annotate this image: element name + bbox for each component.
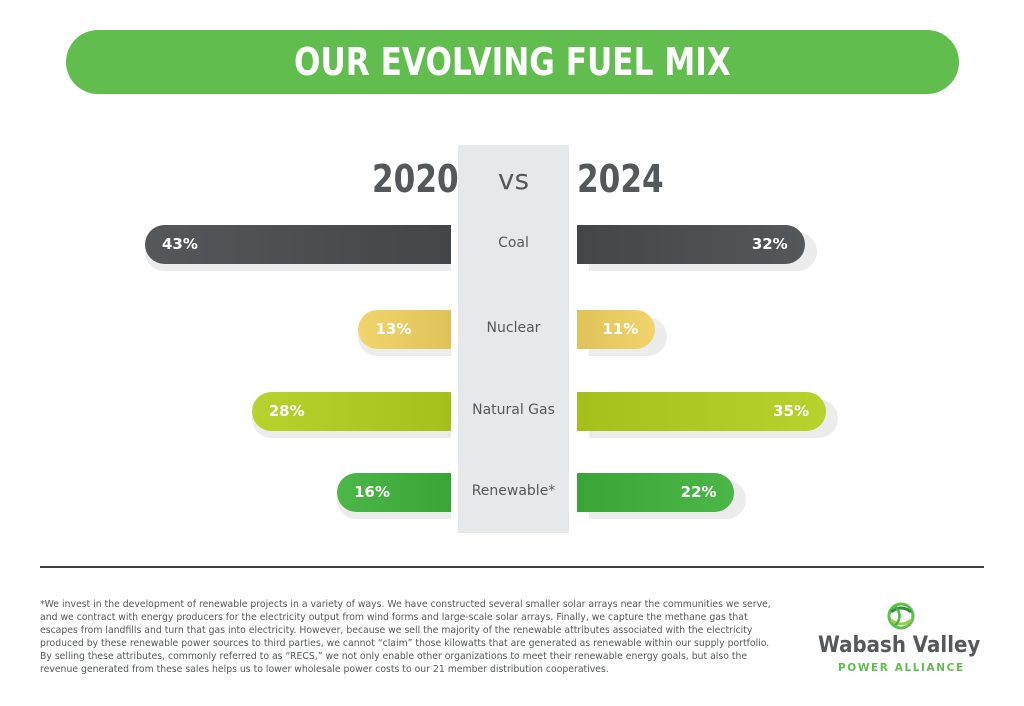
year-2024-label: 2024 (577, 157, 664, 201)
bar-value-label: 43% (162, 235, 198, 253)
logo-mark-icon (887, 602, 915, 630)
bar-2024-nuclear: 11% (577, 309, 656, 349)
bar-2020-renewable: 16% (337, 472, 451, 512)
category-label: Natural Gas (472, 402, 555, 418)
bar-value-label: 11% (602, 320, 639, 338)
bar-2020-natural-gas: 28% (251, 391, 451, 431)
wabash-valley-logo: Wabash Valley POWER ALLIANCE (818, 600, 988, 680)
logo-subtitle: POWER ALLIANCE (838, 662, 965, 674)
bar-2020-coal: 43% (145, 224, 451, 264)
bar-2024-renewable: 22% (577, 472, 734, 512)
divider (40, 566, 984, 568)
bar-2020-nuclear: 13% (358, 309, 451, 349)
bar-value-label: 32% (751, 235, 788, 253)
page-title: OUR EVOLVING FUEL MIX (294, 40, 731, 84)
bar-value-label: 13% (375, 320, 412, 338)
bar-value-label: 16% (354, 483, 391, 501)
vs-label: vs (497, 163, 530, 196)
category-label: Coal (498, 235, 529, 251)
bar-value-label: 35% (773, 402, 810, 420)
title-banner: OUR EVOLVING FUEL MIX (66, 30, 959, 94)
bar-value-label: 28% (268, 402, 305, 420)
bar-2024-coal: 32% (577, 224, 805, 264)
bar-2024-natural-gas: 35% (577, 391, 827, 431)
logo-name: Wabash Valley (818, 633, 981, 658)
category-label: Renewable* (471, 483, 556, 499)
year-2020-label: 2020 (372, 157, 459, 201)
center-column (458, 145, 569, 533)
footnote: *We invest in the development of renewab… (40, 599, 771, 675)
bar-value-label: 22% (680, 483, 717, 501)
category-label: Nuclear (486, 320, 541, 336)
